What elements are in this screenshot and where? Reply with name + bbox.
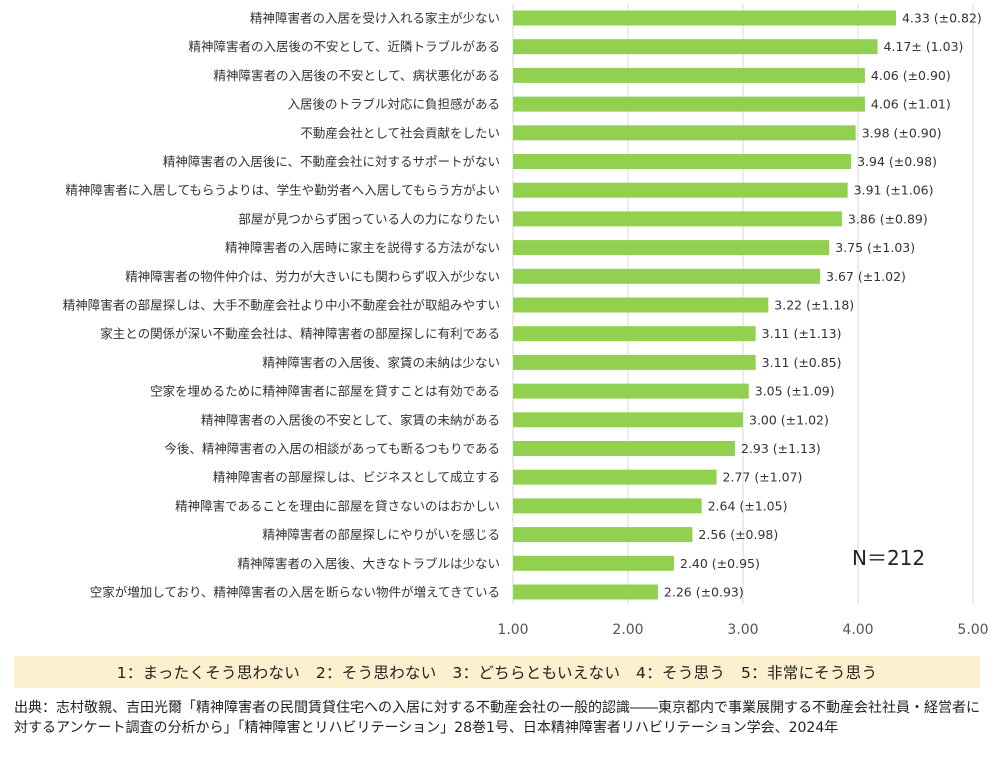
bar bbox=[513, 125, 856, 141]
bar bbox=[513, 211, 842, 227]
category-label: 精神障害者の入居後の不安として、病状悪化がある bbox=[213, 68, 500, 83]
value-label: 3.05 (±1.09) bbox=[755, 384, 835, 399]
bar-chart: 精神障害者の入居を受け入れる家主が少ない精神障害者の入居後の不安として、近隣トラ… bbox=[63, 4, 989, 638]
value-label: 2.77 (±1.07) bbox=[723, 470, 803, 485]
category-label: 空家を埋めるために精神障害者に部屋を貸すことは有効である bbox=[150, 384, 500, 399]
category-label: 入居後のトラブル対応に負担感がある bbox=[287, 97, 500, 112]
value-label: 3.98 (±0.90) bbox=[862, 125, 942, 140]
value-label: 3.11 (±1.13) bbox=[762, 326, 842, 341]
category-label: 家主との関係が深い不動産会社は、精神障害者の部屋探しに有利である bbox=[100, 326, 500, 341]
bar bbox=[513, 154, 852, 169]
value-label: 4.33 (±0.82) bbox=[902, 11, 982, 26]
bar bbox=[513, 39, 878, 55]
category-label: 精神障害者の入居時に家主を説得する方法がない bbox=[225, 240, 500, 255]
scale-legend-text: 1：まったくそう思わない 2：そう思わない 3：どちらともいえない 4：そう思う… bbox=[116, 664, 878, 682]
category-label: 今後、精神障害者の入居の相談があっても断るつもりである bbox=[164, 441, 500, 456]
bar bbox=[513, 67, 865, 83]
value-label: 3.11 (±0.85) bbox=[762, 355, 842, 370]
bar bbox=[513, 240, 830, 256]
source-citation: 出典：志村敬親、吉田光爾「精神障害者の民間賃貸住宅への入居に対する不動産会社の一… bbox=[14, 700, 980, 736]
value-label: 3.86 (±0.89) bbox=[848, 211, 928, 226]
category-label: 精神障害者に入居してもらうよりは、学生や勤労者へ入居してもらう方がよい bbox=[65, 183, 500, 198]
value-label: 3.00 (±1.02) bbox=[749, 412, 829, 427]
bar bbox=[513, 326, 756, 342]
value-label: 2.40 (±0.95) bbox=[680, 556, 760, 571]
bar bbox=[513, 555, 674, 571]
value-label: 3.22 (±1.18) bbox=[774, 298, 854, 313]
x-tick-label: 4.00 bbox=[842, 622, 873, 638]
category-label: 精神障害者の物件仲介は、労力が大きいにも関わらず収入が少ない bbox=[125, 269, 500, 284]
category-label: 精神障害者の入居後、家賃の未納は少ない bbox=[262, 355, 500, 370]
bar bbox=[513, 96, 865, 112]
x-tick-label: 2.00 bbox=[612, 622, 643, 638]
bar bbox=[513, 584, 658, 600]
category-label: 精神障害者の入居を受け入れる家主が少ない bbox=[250, 11, 500, 26]
category-label: 部屋が見つからず困っている人の力になりたい bbox=[238, 211, 500, 226]
value-label: 4.06 (±1.01) bbox=[871, 97, 951, 112]
category-label: 精神障害者の部屋探しにやりがいを感じる bbox=[262, 527, 500, 542]
bar bbox=[513, 441, 735, 456]
x-tick-label: 5.00 bbox=[957, 622, 988, 638]
x-tick-label: 1.00 bbox=[497, 622, 528, 638]
value-label: 4.17± (1.03) bbox=[884, 39, 964, 54]
value-label: 3.94 (±0.98) bbox=[857, 154, 937, 169]
bar bbox=[513, 383, 749, 399]
category-label: 空家が増加しており、精神障害者の入居を断らない物件が増えてきている bbox=[90, 585, 500, 600]
category-label: 不動産会社として社会貢献をしたい bbox=[300, 125, 500, 140]
value-label: 3.67 (±1.02) bbox=[826, 269, 906, 284]
category-label: 精神障害者の部屋探しは、ビジネスとして成立する bbox=[213, 470, 500, 485]
bar bbox=[513, 412, 743, 428]
scale-legend: 1：まったくそう思わない 2：そう思わない 3：どちらともいえない 4：そう思う… bbox=[14, 656, 980, 688]
bar bbox=[513, 10, 896, 26]
bar bbox=[513, 297, 769, 313]
bar bbox=[513, 182, 848, 198]
value-label: 2.64 (±1.05) bbox=[708, 498, 788, 513]
bar bbox=[513, 469, 717, 485]
category-label: 精神障害者の入居後の不安として、家賃の未納がある bbox=[201, 412, 500, 427]
value-label: 3.75 (±1.03) bbox=[835, 240, 915, 255]
value-label: 3.91 (±1.06) bbox=[854, 183, 934, 198]
category-label: 精神障害者の部屋探しは、大手不動産会社より中小不動産会社が取組みやすい bbox=[63, 298, 500, 313]
bar bbox=[513, 354, 756, 370]
category-label: 精神障害者の入居後の不安として、近隣トラブルがある bbox=[188, 39, 500, 54]
category-label: 精神障害であることを理由に部屋を貸さないのはおかしい bbox=[175, 498, 500, 513]
bar bbox=[513, 268, 821, 284]
bar bbox=[513, 527, 693, 543]
value-label: 4.06 (±0.90) bbox=[871, 68, 951, 83]
category-label: 精神障害者の入居後、大きなトラブルは少ない bbox=[237, 556, 500, 571]
value-label: 2.26 (±0.93) bbox=[664, 585, 744, 600]
x-tick-label: 3.00 bbox=[727, 622, 758, 638]
sample-size-annotation: N＝212 bbox=[852, 546, 925, 570]
value-label: 2.56 (±0.98) bbox=[698, 527, 778, 542]
value-label: 2.93 (±1.13) bbox=[741, 441, 821, 456]
bar bbox=[513, 498, 702, 514]
category-label: 精神障害者の入居後に、不動産会社に対するサポートがない bbox=[163, 154, 500, 169]
